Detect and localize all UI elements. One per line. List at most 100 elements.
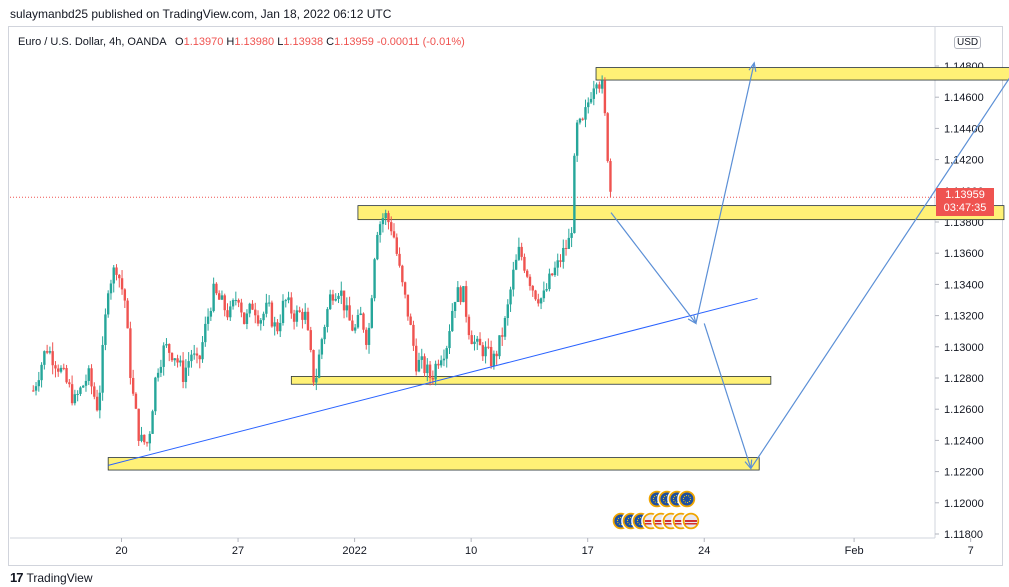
candle-body: [428, 364, 432, 378]
candle-body: [48, 351, 52, 353]
candle-body: [43, 351, 46, 365]
footer-brand[interactable]: TradingView: [26, 570, 93, 585]
candle-body: [351, 320, 354, 331]
candle-body: [328, 294, 332, 310]
candle-body: [115, 267, 118, 275]
candle-body: [564, 247, 568, 249]
open-key: O: [175, 36, 184, 48]
candle-body: [93, 386, 96, 397]
last-price-value: 1.13959: [945, 189, 985, 201]
candle-body: [70, 384, 74, 404]
candle-body: [462, 286, 465, 303]
candle-body: [65, 368, 68, 383]
candle-body: [190, 354, 193, 362]
candle-body: [193, 353, 196, 355]
candle-body: [478, 338, 482, 346]
x-tick-label: 20: [115, 545, 127, 557]
candle-body: [287, 297, 290, 301]
candle-body: [220, 295, 224, 300]
candle-body: [87, 368, 90, 381]
candle-body: [401, 265, 404, 283]
candle-body: [240, 302, 243, 313]
candle-body: [79, 387, 82, 394]
candle-body: [259, 320, 263, 324]
candle-body: [367, 327, 371, 345]
candle-body: [412, 324, 415, 346]
candle-body: [179, 360, 182, 363]
candle-body: [254, 309, 257, 316]
candle-body: [550, 273, 554, 276]
candle-body: [575, 122, 579, 156]
candle-body: [131, 377, 135, 394]
candle-body: [76, 393, 79, 395]
candle-body: [528, 276, 532, 286]
candle-body: [34, 386, 38, 391]
candle-body: [459, 287, 462, 303]
candle-body: [439, 360, 443, 366]
candle-body: [234, 299, 238, 301]
low-key: L: [277, 36, 284, 48]
candle-body: [437, 363, 440, 366]
candle-body: [229, 306, 232, 318]
candle-body: [334, 298, 337, 301]
currency-badge[interactable]: USD: [954, 36, 982, 49]
us-flag-icon-stripe: [644, 523, 657, 525]
candle-body: [59, 367, 63, 372]
candle-body: [151, 411, 154, 434]
candle-body: [279, 323, 282, 332]
candle-body: [312, 350, 315, 383]
candle-body: [176, 358, 179, 363]
x-tick-label: 24: [698, 545, 710, 557]
candle-body: [206, 316, 210, 324]
candle-body: [370, 298, 374, 328]
tradingview-logo-icon[interactable]: 17: [10, 570, 24, 585]
candle-body: [184, 367, 188, 382]
candle-body: [212, 283, 215, 311]
candle-body: [348, 305, 351, 321]
candle-body: [62, 367, 65, 369]
candle-body: [262, 313, 265, 321]
candle-body: [137, 408, 140, 441]
y-tick-label: 1.12000: [944, 498, 984, 510]
us-flag-icon-stripe: [654, 520, 667, 522]
us-flag-icon-stripe: [674, 520, 687, 522]
high-value: 1.13980: [234, 36, 275, 48]
candle-body: [501, 335, 504, 337]
candle-body: [134, 393, 138, 409]
candle-body: [209, 310, 213, 317]
candle-body: [378, 224, 382, 235]
candle-body: [473, 341, 476, 345]
candle-body: [526, 270, 529, 277]
candle-body: [173, 358, 176, 361]
candle-body: [204, 323, 207, 343]
candle-body: [129, 328, 132, 378]
eu-flag-icon-face: [680, 492, 694, 506]
trend-line: [108, 297, 758, 466]
support-resistance-zone: [107, 457, 760, 471]
candle-body: [373, 259, 376, 299]
candle-body: [392, 231, 396, 238]
candle-body: [506, 304, 509, 319]
open-value: 1.13970: [183, 36, 224, 48]
candle-body: [143, 434, 146, 443]
y-tick-label: 1.12400: [944, 435, 984, 447]
candle-body: [345, 305, 349, 311]
candle-body: [406, 294, 410, 317]
candle-body: [498, 335, 501, 357]
candle-body: [559, 260, 562, 262]
candle-body: [384, 213, 387, 219]
candle-body: [54, 365, 57, 369]
us-flag-icon-stripe: [654, 523, 667, 525]
x-tick-label: 7: [968, 545, 974, 557]
candle-body: [534, 290, 537, 300]
candle-body: [168, 344, 171, 353]
candle-body: [420, 356, 423, 360]
candle-body: [476, 338, 479, 342]
candle-body: [145, 442, 149, 444]
candle-body: [317, 354, 321, 378]
symbol-label[interactable]: Euro / U.S. Dollar, 4h, OANDA: [18, 36, 166, 48]
candle-body: [315, 377, 318, 383]
candle-body: [101, 344, 104, 393]
candle-body: [170, 352, 174, 361]
